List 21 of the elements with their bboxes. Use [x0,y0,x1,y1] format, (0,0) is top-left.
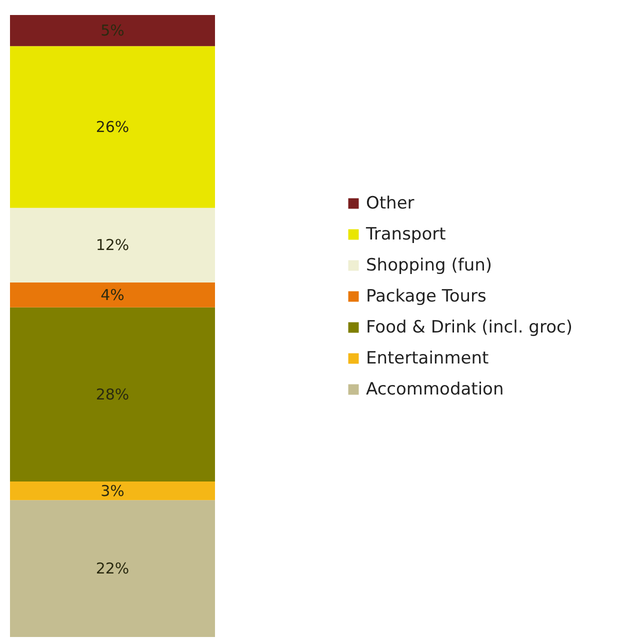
legend-label: Food & Drink (incl. groc) [366,318,572,338]
data-label: 5% [100,22,124,40]
bar [10,482,215,500]
legend-label: Other [366,194,414,214]
bar [10,46,215,208]
legend-label: Entertainment [366,348,490,368]
bar [10,500,215,637]
bar [10,282,215,308]
data-label: 22% [96,560,130,578]
bar [10,307,215,482]
data-label: 3% [100,482,124,500]
legend-label: Accommodation [366,380,504,400]
data-label: 28% [96,385,130,404]
bar [10,15,215,46]
data-label: 4% [100,286,124,304]
legend-label: Shopping (fun) [366,256,492,276]
legend-label: Package Tours [366,286,487,306]
data-label: 12% [96,236,130,254]
legend-label: Transport [365,224,446,244]
data-label: 26% [96,118,130,136]
bar [10,208,215,282]
